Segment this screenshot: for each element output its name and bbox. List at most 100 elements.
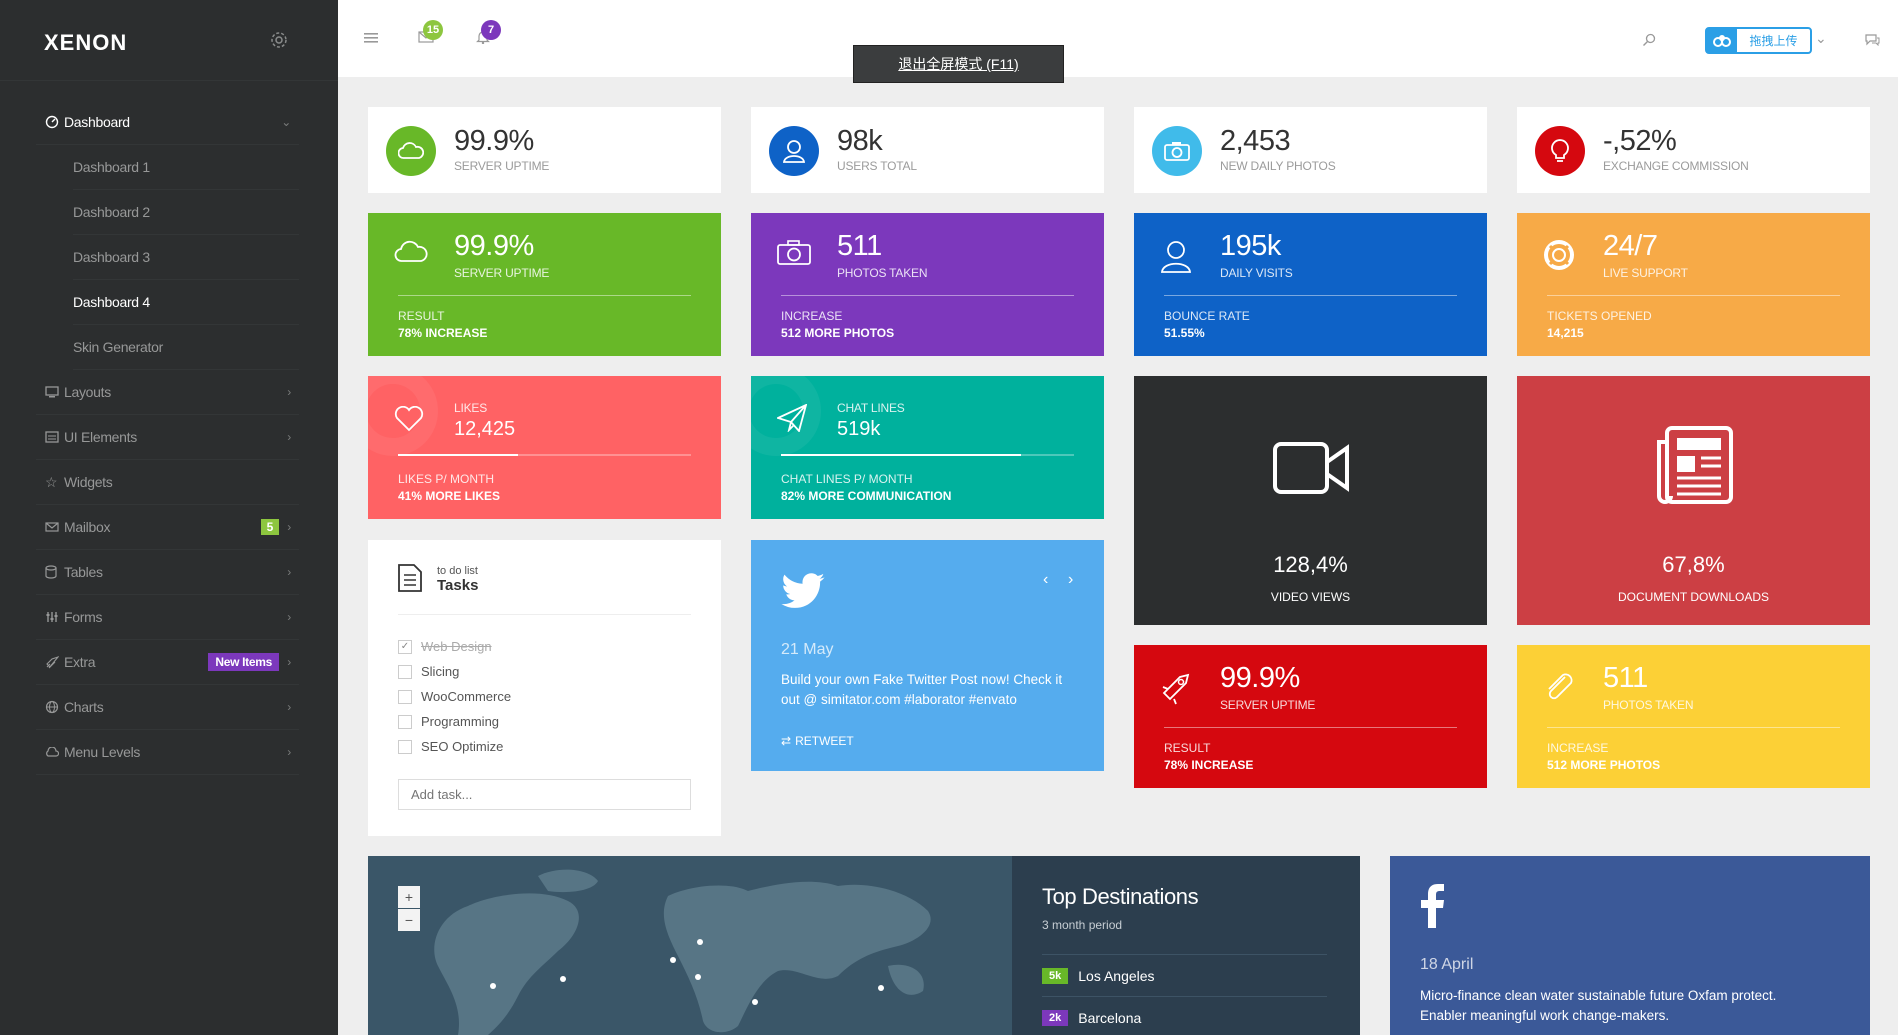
task-text: SEO Optimize xyxy=(421,739,504,754)
map-zoom-out-button[interactable]: − xyxy=(398,909,420,931)
chevron-right-icon: › xyxy=(287,745,291,759)
stat-label: DAILY VISITS xyxy=(1220,266,1293,280)
sidebar-item-extra[interactable]: Extra New Items › xyxy=(36,640,299,685)
sidebar-item-menu-levels[interactable]: Menu Levels › xyxy=(36,730,299,775)
facebook-text: Micro-finance clean water sustainable fu… xyxy=(1420,988,1777,1023)
settings-gear-icon[interactable] xyxy=(269,30,289,50)
paperclip-icon xyxy=(1543,671,1575,703)
task-item-seo-optimize[interactable]: SEO Optimize xyxy=(398,739,503,754)
lightbulb-icon xyxy=(1535,126,1585,176)
sidebar-item-forms[interactable]: Forms › xyxy=(36,595,299,640)
destination-row: 2k Barcelona xyxy=(1042,996,1327,1035)
user-icon xyxy=(1160,239,1192,273)
sidebar-sub-dashboard-3[interactable]: Dashboard 3 xyxy=(73,235,299,280)
stat-card-exchange-commission: -,52% EXCHANGE COMMISSION xyxy=(1517,107,1870,193)
top-destinations-panel: Top Destinations 3 month period 5k Los An… xyxy=(1012,856,1360,1035)
chevron-right-icon: › xyxy=(287,430,291,444)
sidebar-item-mailbox[interactable]: Mailbox 5 › xyxy=(36,505,299,550)
sidebar-item-charts[interactable]: Charts › xyxy=(36,685,299,730)
camera-icon xyxy=(777,239,811,265)
sidebar-item-label: Menu Levels xyxy=(64,744,141,760)
search-icon[interactable] xyxy=(1642,33,1656,47)
star-icon: ☆ xyxy=(45,473,58,490)
chevron-right-icon: › xyxy=(287,565,291,579)
stat-footer-value: 14,215 xyxy=(1547,326,1584,340)
video-views-value: 128,4% xyxy=(1273,552,1348,577)
twitter-prev-button[interactable]: ‹ xyxy=(1043,571,1049,588)
stat-value: 511 xyxy=(837,230,882,262)
destination-city: Barcelona xyxy=(1078,1009,1142,1026)
todo-subtitle: to do list xyxy=(437,565,478,577)
checkbox-checked[interactable]: ✓ xyxy=(398,639,412,654)
sidebar-sub-dashboard-4[interactable]: Dashboard 4 xyxy=(73,280,299,325)
twitter-next-button[interactable]: › xyxy=(1068,571,1074,588)
stat-value: 24/7 xyxy=(1603,230,1658,262)
stat-footer-value: 512 MORE PHOTOS xyxy=(781,326,895,340)
chevron-right-icon: › xyxy=(287,700,291,714)
chevron-right-icon: › xyxy=(287,385,291,399)
messages-count-badge: 15 xyxy=(423,20,443,40)
twitter-card: ‹ › 21 May Build your own Fake Twitter P… xyxy=(751,540,1104,771)
task-item-programming[interactable]: Programming xyxy=(398,714,499,729)
task-item-web-design[interactable]: ✓ Web Design xyxy=(398,639,492,654)
sidebar-item-widgets[interactable]: ☆ Widgets xyxy=(36,460,299,505)
stat-label: NEW DAILY PHOTOS xyxy=(1220,159,1336,173)
task-item-woocommerce[interactable]: WooCommerce xyxy=(398,689,511,704)
facebook-card: 18 April Micro-finance clean water susta… xyxy=(1390,856,1870,1035)
task-item-slicing[interactable]: Slicing xyxy=(398,664,459,679)
color-card-photos-taken: 511 PHOTOS TAKEN INCREASE 512 MORE PHOTO… xyxy=(751,213,1104,356)
checkbox[interactable] xyxy=(398,714,412,729)
likes-progress-bar xyxy=(398,454,691,456)
sidebar-sub-skin-generator[interactable]: Skin Generator xyxy=(73,325,299,370)
stat-value: -,52% xyxy=(1603,125,1677,157)
destinations-title: Top Destinations xyxy=(1042,884,1199,909)
map-zoom-in-button[interactable]: + xyxy=(398,886,420,908)
chevron-right-icon: › xyxy=(287,655,291,669)
stat-label: LIVE SUPPORT xyxy=(1603,266,1688,280)
monitor-icon xyxy=(36,386,64,398)
progress-fill xyxy=(398,454,519,456)
sidebar-sub-dashboard-2[interactable]: Dashboard 2 xyxy=(73,190,299,235)
mail-icon xyxy=(36,522,64,532)
sidebar-sub-dashboard-1[interactable]: Dashboard 1 xyxy=(73,145,299,190)
upload-button[interactable]: 拖拽上传 xyxy=(1705,27,1812,54)
stat-label: USERS TOTAL xyxy=(837,159,917,173)
progress-value: 12,425 xyxy=(454,418,516,440)
app-logo[interactable]: XENON xyxy=(44,30,128,55)
sidebar-item-dashboard[interactable]: Dashboard ⌄ xyxy=(36,100,299,145)
add-task-input[interactable] xyxy=(398,779,691,810)
stat-label: SERVER UPTIME xyxy=(454,159,550,173)
stat-value: 99.9% xyxy=(1220,662,1300,694)
world-map[interactable] xyxy=(368,856,1012,1035)
checkbox[interactable] xyxy=(398,664,412,679)
progress-footer-label: CHAT LINES P/ MONTH xyxy=(781,472,913,486)
stat-footer-value: 51.55% xyxy=(1164,326,1205,340)
color-card-server-uptime-red: 99.9% SERVER UPTIME RESULT 78% INCREASE xyxy=(1134,645,1487,788)
sidebar: XENON Dashboard ⌄ Dashboard 1 Dashboard … xyxy=(0,0,338,1035)
divider xyxy=(781,295,1074,296)
sidebar-item-label: Widgets xyxy=(64,474,113,490)
sidebar-item-layouts[interactable]: Layouts › xyxy=(36,370,299,415)
todo-card: to do list Tasks ✓ Web Design Slicing Woo… xyxy=(368,540,721,836)
newspaper-icon xyxy=(1655,426,1733,504)
retweet-button[interactable]: ⇄ RETWEET xyxy=(781,734,854,748)
sidebar-item-label: Dashboard xyxy=(64,114,130,130)
stat-footer-value: 78% INCREASE xyxy=(1164,758,1254,772)
stat-label: SERVER UPTIME xyxy=(1220,698,1316,712)
user-icon xyxy=(769,126,819,176)
stat-footer-label: INCREASE xyxy=(1547,741,1609,755)
task-text: Programming xyxy=(421,714,500,729)
video-views-card: 128,4% VIDEO VIEWS xyxy=(1134,376,1487,625)
exit-fullscreen-tooltip[interactable]: 退出全屏模式 (F11) xyxy=(853,45,1064,83)
checkbox[interactable] xyxy=(398,739,412,754)
hamburger-menu-icon[interactable] xyxy=(364,32,378,44)
sidebar-item-ui-elements[interactable]: UI Elements › xyxy=(36,415,299,460)
chat-icon[interactable] xyxy=(1864,33,1880,46)
document-downloads-card: 67,8% DOCUMENT DOWNLOADS xyxy=(1517,376,1870,625)
sidebar-item-tables[interactable]: Tables › xyxy=(36,550,299,595)
checkbox[interactable] xyxy=(398,689,412,704)
rocket-icon xyxy=(1160,671,1194,705)
sidebar-item-label: UI Elements xyxy=(64,429,137,445)
chevron-down-icon[interactable]: ⌄ xyxy=(1815,30,1827,46)
facebook-icon xyxy=(1420,884,1444,928)
